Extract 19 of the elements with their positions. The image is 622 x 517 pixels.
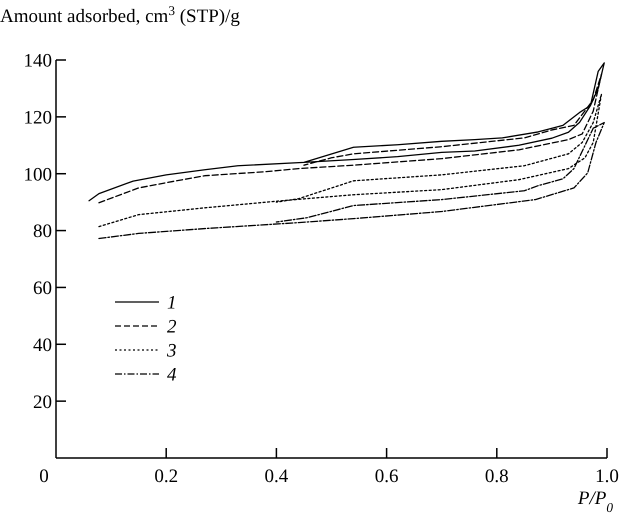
legend-label: 2 [167,316,177,338]
x-tick-label: 0.2 [154,466,178,487]
legend-label: 4 [167,364,177,386]
y-axis-title: Amount adsorbed, cm$^{3}$ (STP)/g [0,2,240,27]
y-tick-label: 20 [33,392,52,413]
x-tick-label: 0.4 [264,466,289,487]
legend-label: 3 [166,340,176,362]
y-tick-label: 140 [24,50,52,72]
x-axis-title: P/P$_{0}$ [576,488,614,514]
y-tick-label: 100 [24,164,52,186]
y-tick-label: 60 [33,278,52,300]
y-tick-label: 40 [33,334,52,356]
y-tick-label: 120 [24,108,52,129]
legend-label: 1 [167,292,176,314]
x-tick-label: 0 [39,466,49,487]
y-tick-label: 80 [33,221,52,242]
x-tick-label: 0.6 [374,466,398,487]
x-tick-label: 1.0 [595,466,619,487]
x-tick-label: 0.8 [484,466,509,487]
